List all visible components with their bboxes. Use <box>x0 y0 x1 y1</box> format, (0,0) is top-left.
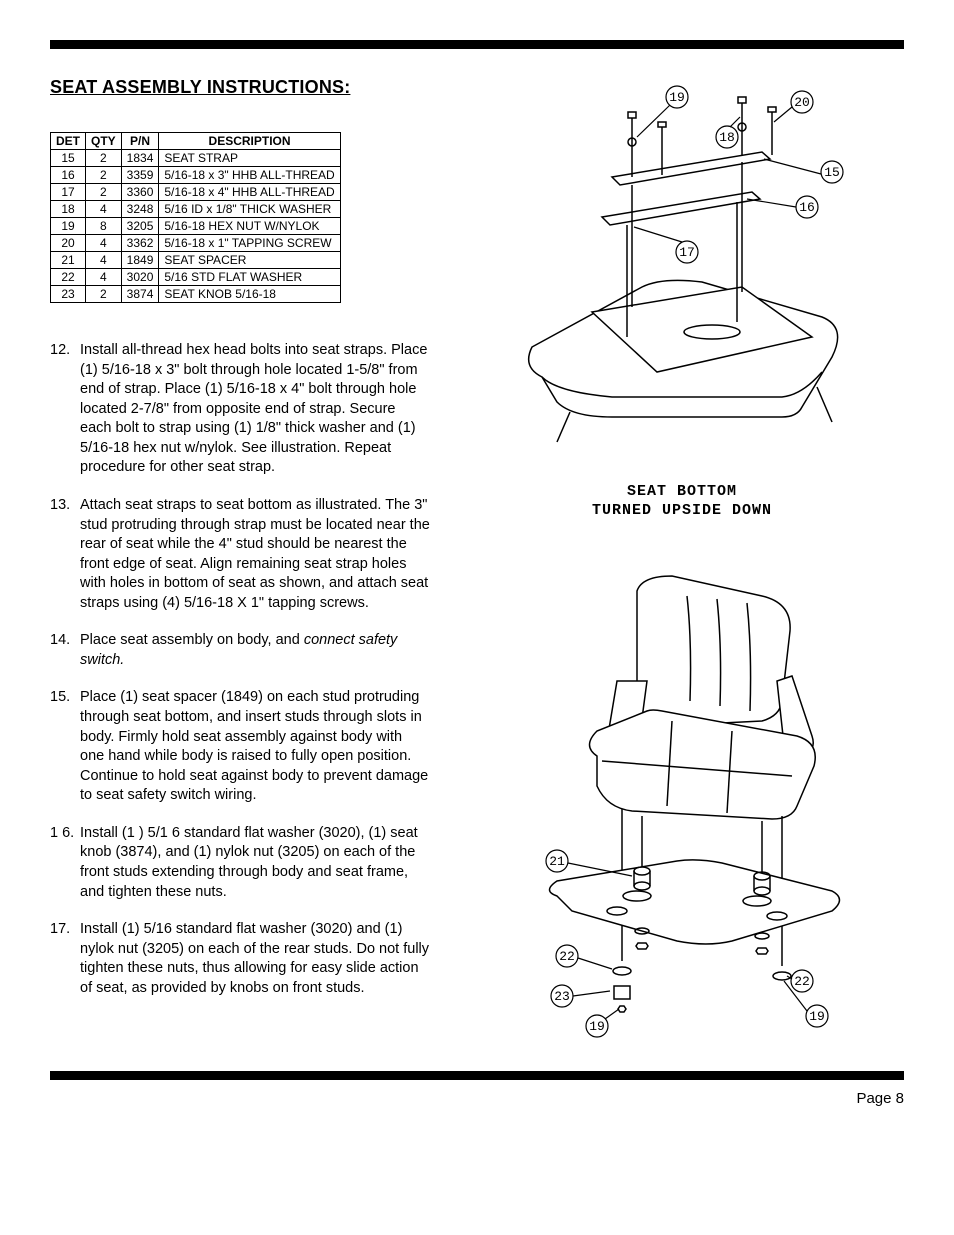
left-column: SEAT ASSEMBLY INSTRUCTIONS: DET QTY P/N … <box>50 77 430 1051</box>
table-cell: 3362 <box>121 235 159 252</box>
callout-19: 19 <box>669 90 685 105</box>
callout-16: 16 <box>799 200 815 215</box>
table-cell: 5/16-18 HEX NUT W/NYLOK <box>159 218 340 235</box>
diagram1-caption: SEAT BOTTOM TURNED UPSIDE DOWN <box>592 483 772 521</box>
callout-18: 18 <box>719 130 735 145</box>
table-cell: 1834 <box>121 150 159 167</box>
step-text: Install (1 ) 5/1 6 standard flat washer … <box>80 824 430 902</box>
table-header-row: DET QTY P/N DESCRIPTION <box>51 133 341 150</box>
callout-21: 21 <box>549 854 565 869</box>
callout-19a: 19 <box>589 1019 605 1034</box>
table-cell: 4 <box>86 269 122 286</box>
table-cell: 8 <box>86 218 122 235</box>
table-cell: 4 <box>86 252 122 269</box>
step-number: 1 6. <box>50 824 80 902</box>
table-cell: 3020 <box>121 269 159 286</box>
table-row: 16233595/16-18 x 3" HHB ALL-THREAD <box>51 167 341 184</box>
table-cell: 2 <box>86 286 122 303</box>
table-cell: 5/16-18 x 4" HHB ALL-THREAD <box>159 184 340 201</box>
step-text: Install (1) 5/16 standard flat washer (3… <box>80 920 430 998</box>
table-row: 20433625/16-18 x 1" TAPPING SCREW <box>51 235 341 252</box>
instruction-step: 1 6.Install (1 ) 5/1 6 standard flat was… <box>50 824 430 902</box>
caption-line2: TURNED UPSIDE DOWN <box>592 502 772 519</box>
step-text: Place (1) seat spacer (1849) on each stu… <box>80 688 430 805</box>
top-rule <box>50 40 904 49</box>
main-columns: SEAT ASSEMBLY INSTRUCTIONS: DET QTY P/N … <box>50 77 904 1051</box>
table-row: 22430205/16 STD FLAT WASHER <box>51 269 341 286</box>
instruction-step: 13.Attach seat straps to seat bottom as … <box>50 496 430 613</box>
diagram-seat-bottom: 19 20 18 15 16 17 <box>502 77 862 477</box>
table-cell: 5/16-18 x 3" HHB ALL-THREAD <box>159 167 340 184</box>
diagram-seat-assembly: 21 22 23 22 19 19 <box>502 561 862 1051</box>
instruction-step: 12.Install all-thread hex head bolts int… <box>50 341 430 478</box>
table-cell: 5/16 ID x 1/8" THICK WASHER <box>159 201 340 218</box>
table-cell: 2 <box>86 167 122 184</box>
table-cell: 4 <box>86 235 122 252</box>
bottom-rule <box>50 1071 904 1080</box>
table-cell: 23 <box>51 286 86 303</box>
table-cell: 4 <box>86 201 122 218</box>
right-column: 19 20 18 15 16 17 SEAT BOTTOM TURNED UPS… <box>460 77 904 1051</box>
col-pn: P/N <box>121 133 159 150</box>
table-cell: 3360 <box>121 184 159 201</box>
table-row: 2141849SEAT SPACER <box>51 252 341 269</box>
step-text: Install all-thread hex head bolts into s… <box>80 341 430 478</box>
table-row: 2323874SEAT KNOB 5/16-18 <box>51 286 341 303</box>
step-text: Place seat assembly on body, and connect… <box>80 631 430 670</box>
table-cell: SEAT STRAP <box>159 150 340 167</box>
page-title: SEAT ASSEMBLY INSTRUCTIONS: <box>50 77 430 98</box>
step-text-italic: connect safety switch. <box>80 632 397 668</box>
table-cell: 18 <box>51 201 86 218</box>
caption-line1: SEAT BOTTOM <box>627 483 737 500</box>
table-row: 19832055/16-18 HEX NUT W/NYLOK <box>51 218 341 235</box>
step-number: 14. <box>50 631 80 670</box>
table-cell: 17 <box>51 184 86 201</box>
table-cell: 15 <box>51 150 86 167</box>
callout-22a: 22 <box>559 949 575 964</box>
table-cell: 22 <box>51 269 86 286</box>
table-cell: 3874 <box>121 286 159 303</box>
table-cell: 16 <box>51 167 86 184</box>
callout-19b: 19 <box>809 1009 825 1024</box>
page-number: Page 8 <box>50 1090 904 1107</box>
step-number: 17. <box>50 920 80 998</box>
table-cell: 1849 <box>121 252 159 269</box>
table-cell: 5/16-18 x 1" TAPPING SCREW <box>159 235 340 252</box>
table-cell: 19 <box>51 218 86 235</box>
table-cell: 2 <box>86 184 122 201</box>
instruction-step: 14.Place seat assembly on body, and conn… <box>50 631 430 670</box>
table-cell: 3205 <box>121 218 159 235</box>
table-cell: SEAT KNOB 5/16-18 <box>159 286 340 303</box>
table-row: 18432485/16 ID x 1/8" THICK WASHER <box>51 201 341 218</box>
col-qty: QTY <box>86 133 122 150</box>
callout-17: 17 <box>679 245 695 260</box>
step-number: 13. <box>50 496 80 613</box>
col-desc: DESCRIPTION <box>159 133 340 150</box>
step-text: Attach seat straps to seat bottom as ill… <box>80 496 430 613</box>
table-cell: SEAT SPACER <box>159 252 340 269</box>
table-cell: 5/16 STD FLAT WASHER <box>159 269 340 286</box>
callout-22b: 22 <box>794 974 810 989</box>
col-det: DET <box>51 133 86 150</box>
table-cell: 21 <box>51 252 86 269</box>
callout-20: 20 <box>794 95 810 110</box>
step-number: 12. <box>50 341 80 478</box>
instruction-step: 17.Install (1) 5/16 standard flat washer… <box>50 920 430 998</box>
step-number: 15. <box>50 688 80 805</box>
callout-15: 15 <box>824 165 840 180</box>
table-cell: 20 <box>51 235 86 252</box>
table-cell: 2 <box>86 150 122 167</box>
callout-23: 23 <box>554 989 570 1004</box>
table-cell: 3359 <box>121 167 159 184</box>
instruction-step: 15.Place (1) seat spacer (1849) on each … <box>50 688 430 805</box>
table-row: 1521834SEAT STRAP <box>51 150 341 167</box>
table-row: 17233605/16-18 x 4" HHB ALL-THREAD <box>51 184 341 201</box>
table-cell: 3248 <box>121 201 159 218</box>
parts-table: DET QTY P/N DESCRIPTION 1521834SEAT STRA… <box>50 132 341 303</box>
